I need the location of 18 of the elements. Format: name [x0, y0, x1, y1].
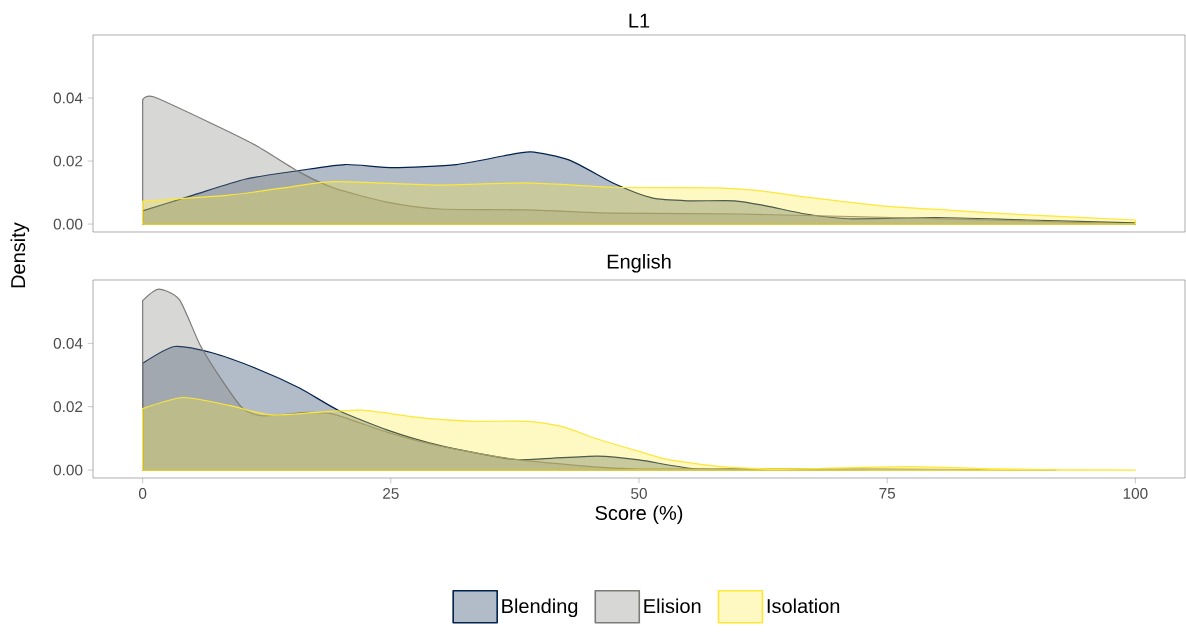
x-tick-label: 0: [138, 488, 147, 499]
y-tick-label: 0.00: [53, 464, 83, 476]
x-axis-title: Score (%): [595, 505, 683, 525]
y-tick-label: 0.00: [53, 218, 83, 230]
y-axis-title: Density: [10, 222, 30, 288]
legend-label: Isolation: [767, 598, 840, 614]
legend-label: Blending: [502, 598, 578, 618]
y-tick-label: 0.02: [53, 155, 83, 167]
x-tick-label: 75: [879, 488, 896, 499]
y-tick-label: 0.04: [53, 337, 83, 349]
x-tick-label: 50: [631, 488, 647, 499]
chart-title: English: [607, 253, 671, 273]
legend-label: Elision: [644, 598, 701, 614]
y-tick-label: 0.02: [53, 401, 83, 413]
x-tick-label: 100: [1123, 488, 1148, 499]
chart-title: L1: [629, 13, 650, 28]
x-tick-label: 25: [383, 488, 399, 499]
y-tick-label: 0.04: [53, 92, 83, 104]
